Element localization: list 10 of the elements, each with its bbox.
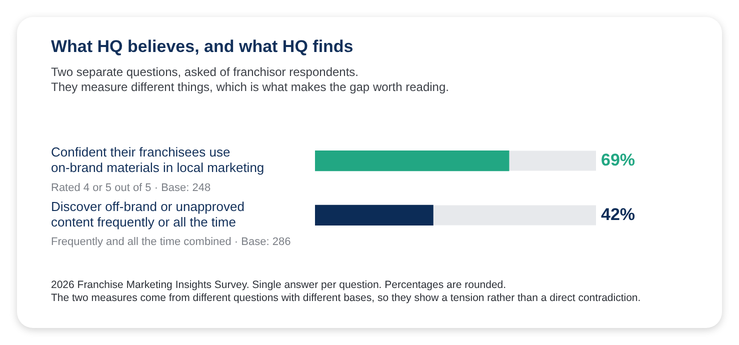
- chart-title: What HQ believes, and what HQ finds: [51, 37, 354, 57]
- y-tick-label: Confident their franchisees use on-brand materials in local marketing: [51, 144, 264, 176]
- text: Frequently and all the time combined · Base: 286: [51, 236, 291, 248]
- y-tick-label: Discover off-brand or unapproved content frequently or all the time: [51, 198, 244, 230]
- text: The two measures come from different questions with different bases, so they show a tension rather than a direct contradiction.: [51, 292, 641, 305]
- chart-subtitle: Two separate questions, asked of franchisor respondents. They measure different things, which is what makes the gap worth reading.: [51, 65, 449, 95]
- data-label: 42%: [601, 204, 636, 224]
- text: 2026 Franchise Marketing Insights Survey. Single answer per question. Percentages are rounded.: [51, 279, 508, 292]
- text: Rated 4 or 5 out of 5 · Base: 248: [51, 182, 211, 194]
- data-label: 69%: [601, 150, 636, 170]
